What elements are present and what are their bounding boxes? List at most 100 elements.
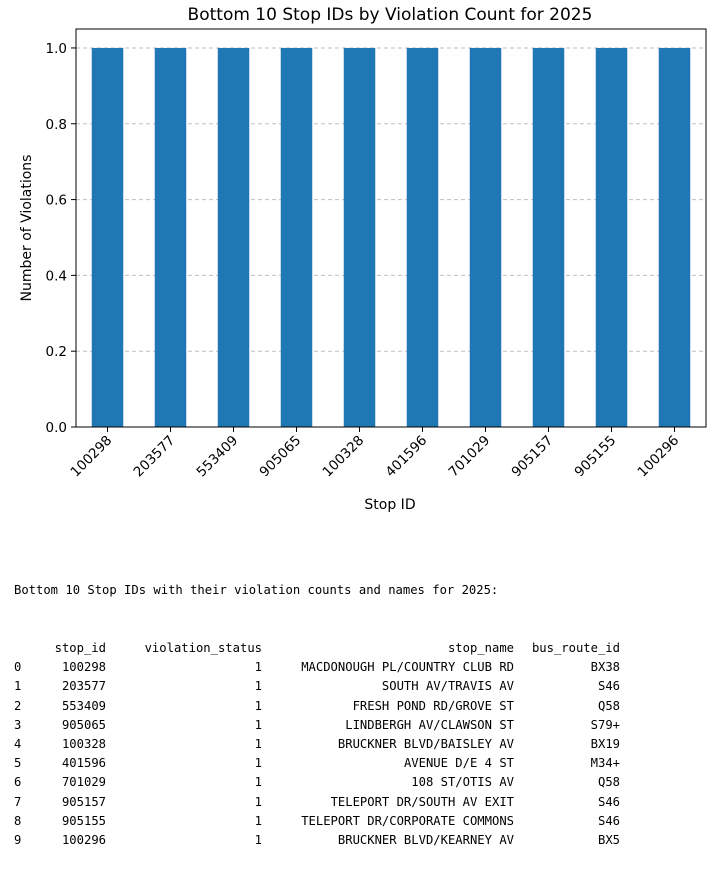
table-header-row: stop_id violation_status stop_name bus_r… — [14, 639, 620, 658]
x-tick-label: 100298 — [68, 433, 116, 481]
violation-status-cell: 1 — [254, 717, 262, 732]
stop-name-cell: LINDBERGH AV/CLAWSON ST — [345, 717, 514, 732]
bar — [343, 47, 376, 427]
stop-name-cell: SOUTH AV/TRAVIS AV — [381, 679, 514, 694]
bus-route-id-cell: BX19 — [590, 737, 620, 752]
stop-id-cell: 553409 — [61, 698, 106, 713]
stop-name-cell: FRESH POND RD/GROVE ST — [352, 698, 514, 713]
x-tick-label: 100328 — [320, 433, 368, 481]
table-row: 9 100296 1 BRUCKNER BLVD/KEARNEY AV BX5 — [14, 831, 620, 850]
stop-id-cell: 905065 — [61, 717, 106, 732]
y-axis-label: Number of Violations — [19, 155, 35, 302]
stop-name-cell: BRUCKNER BLVD/KEARNEY AV — [337, 833, 514, 848]
row-index: 9 — [14, 833, 22, 848]
violation-status-cell: 1 — [254, 833, 262, 848]
y-axis-ticks: 0.0 0.2 0.4 0.6 0.8 1.0 — [46, 41, 76, 436]
console-output: Bottom 10 Stop IDs with their violation … — [14, 543, 620, 869]
row-index: 3 — [14, 717, 22, 732]
row-index: 4 — [14, 737, 22, 752]
column-header: violation_status — [144, 641, 262, 655]
bus-route-id-cell: S79+ — [590, 717, 620, 732]
violation-status-cell: 1 — [254, 737, 262, 752]
table-row: 0 100298 1 MACDONOUGH PL/COUNTRY CLUB RD BX3… — [14, 658, 620, 677]
bar — [406, 47, 439, 427]
index-header — [14, 639, 36, 658]
violation-status-cell: 1 — [254, 660, 262, 675]
stop-id-cell: 701029 — [61, 775, 106, 790]
stop-name-cell: TELEPORT DR/SOUTH AV EXIT — [330, 794, 514, 809]
violation-status-cell: 1 — [254, 813, 262, 828]
table-row: 7 905157 1 TELEPORT DR/SOUTH AV EXIT S46 — [14, 793, 620, 812]
row-index: 0 — [14, 660, 22, 675]
x-tick-label: 905157 — [509, 433, 557, 481]
stop-id-cell: 401596 — [61, 756, 106, 771]
bus-route-id-cell: S46 — [597, 813, 620, 828]
x-axis-ticks: 100298 203577 553409 905065 100328 401596 7010… — [68, 427, 683, 481]
stop-name-cell: 108 ST/OTIS AV — [411, 775, 514, 790]
bar — [658, 47, 691, 427]
bar — [154, 47, 187, 427]
stop-name-cell: BRUCKNER BLVD/BAISLEY AV — [337, 737, 514, 752]
y-tick-label: 0.8 — [46, 117, 67, 133]
table-row: 1 203577 1 SOUTH AV/TRAVIS AV S46 — [14, 677, 620, 696]
row-index: 6 — [14, 775, 22, 790]
violation-status-cell: 1 — [254, 679, 262, 694]
bar — [217, 47, 250, 427]
violation-status-cell: 1 — [254, 794, 262, 809]
row-index: 1 — [14, 679, 22, 694]
table-row: 5 401596 1 AVENUE D/E 4 ST M34+ — [14, 754, 620, 773]
bar — [280, 47, 313, 427]
y-tick-label: 1.0 — [46, 41, 67, 57]
y-tick-label: 0.4 — [46, 268, 67, 284]
x-tick-label: 100296 — [635, 433, 683, 481]
bus-route-id-cell: S46 — [597, 679, 620, 694]
column-header: bus_route_id — [531, 641, 620, 655]
table-body: 0 100298 1 MACDONOUGH PL/COUNTRY CLUB RD BX3… — [14, 658, 620, 850]
table-row: 3 905065 1 LINDBERGH AV/CLAWSON ST S79+ — [14, 716, 620, 735]
bar — [532, 47, 565, 427]
bars — [91, 47, 691, 427]
row-index: 2 — [14, 698, 22, 713]
stop-id-cell: 100296 — [61, 833, 106, 848]
bus-route-id-cell: Q58 — [597, 698, 620, 713]
x-axis-label: Stop ID — [364, 497, 415, 513]
bus-route-id-cell: BX5 — [597, 833, 620, 848]
bus-route-id-cell: Q58 — [597, 775, 620, 790]
violation-status-cell: 1 — [254, 698, 262, 713]
stop-id-cell: 203577 — [61, 679, 106, 694]
bus-route-id-cell: S46 — [597, 794, 620, 809]
x-tick-label: 905065 — [257, 433, 305, 481]
stop-id-cell: 100298 — [61, 660, 106, 675]
bus-route-id-cell: M34+ — [590, 756, 620, 771]
x-tick-label: 553409 — [194, 433, 242, 481]
table-row: 8 905155 1 TELEPORT DR/CORPORATE COMMONS S46 — [14, 812, 620, 831]
y-tick-label: 0.6 — [46, 193, 67, 209]
stop-name-cell: MACDONOUGH PL/COUNTRY CLUB RD — [301, 660, 514, 675]
stop-id-cell: 905157 — [61, 794, 106, 809]
table-row: 2 553409 1 FRESH POND RD/GROVE ST Q58 — [14, 697, 620, 716]
table-row: 6 701029 1 108 ST/OTIS AV Q58 — [14, 773, 620, 792]
chart-canvas: Bottom 10 Stop IDs by Violation Count fo… — [19, 5, 707, 513]
output-heading: Bottom 10 Stop IDs with their violation … — [14, 583, 499, 598]
bar-chart: Bottom 10 Stop IDs by Violation Count fo… — [19, 5, 707, 513]
x-tick-label: 905155 — [572, 433, 620, 481]
stop-id-cell: 100328 — [61, 737, 106, 752]
stop-name-cell: TELEPORT DR/CORPORATE COMMONS — [301, 813, 514, 828]
stop-name-cell: AVENUE D/E 4 ST — [403, 756, 514, 771]
x-tick-label: 701029 — [446, 433, 494, 481]
bar — [469, 47, 502, 427]
y-tick-label: 0.0 — [46, 420, 67, 436]
chart-title: Bottom 10 Stop IDs by Violation Count fo… — [188, 5, 593, 25]
plot-frame — [75, 28, 707, 428]
row-index: 7 — [14, 794, 22, 809]
column-header: stop_id — [54, 641, 106, 655]
x-tick-label: 401596 — [383, 433, 431, 481]
x-tick-label: 203577 — [131, 433, 179, 481]
row-index: 8 — [14, 813, 22, 828]
results-table: stop_id violation_status stop_name bus_r… — [14, 639, 620, 850]
stop-id-cell: 905155 — [61, 813, 106, 828]
violation-status-cell: 1 — [254, 775, 262, 790]
row-index: 5 — [14, 756, 22, 771]
bus-route-id-cell: BX38 — [590, 660, 620, 675]
column-header: stop_name — [447, 641, 514, 655]
